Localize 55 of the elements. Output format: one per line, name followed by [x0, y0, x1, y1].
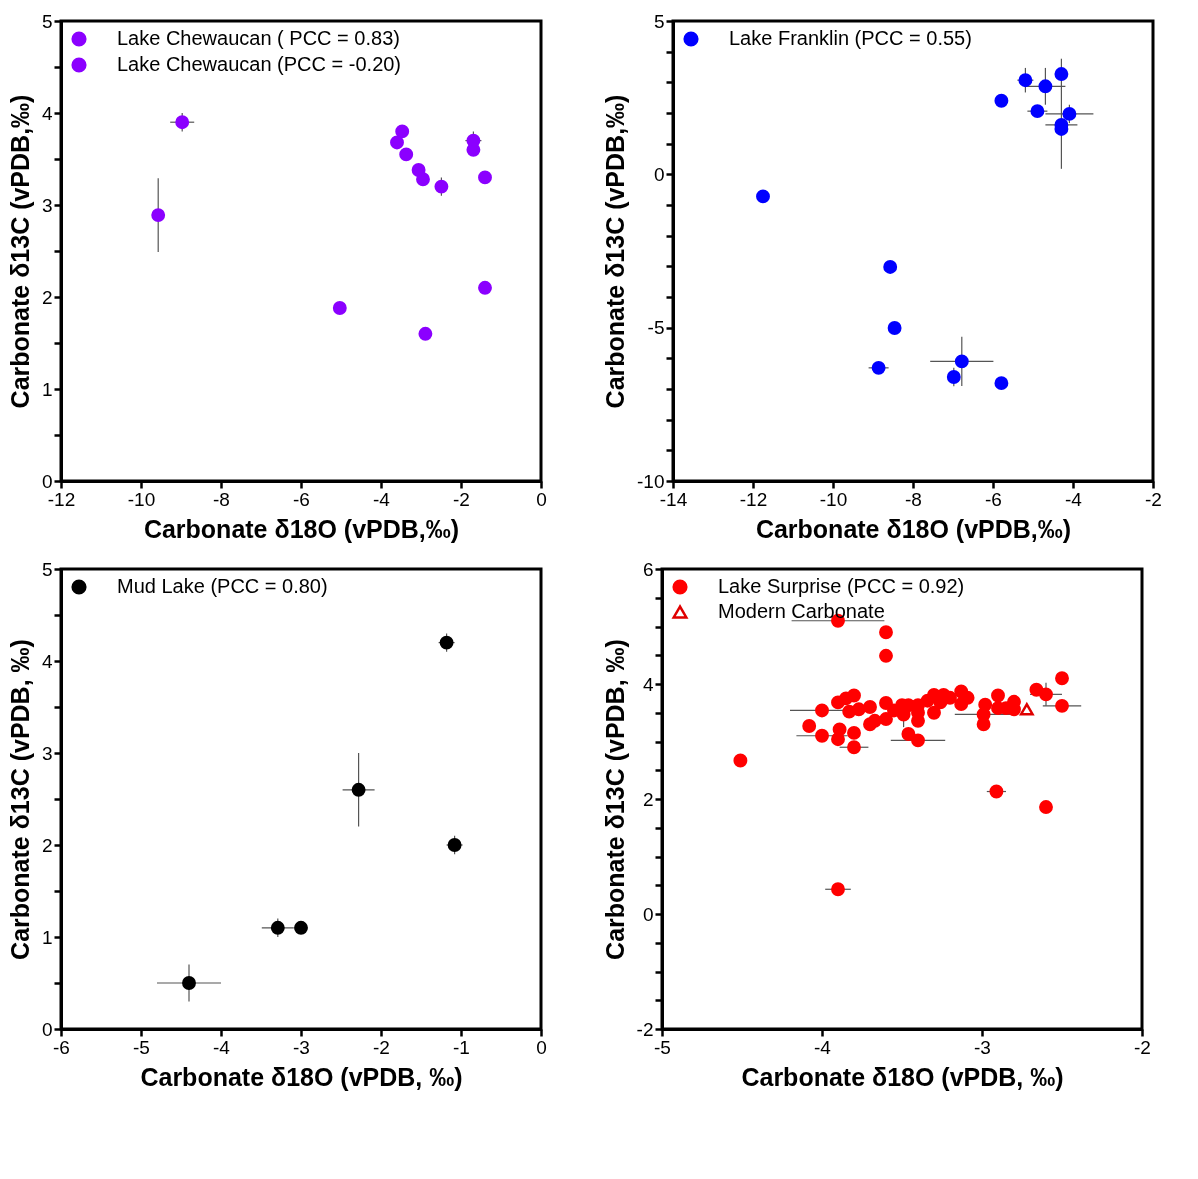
x-tick-label: -8: [905, 488, 922, 510]
y-tick-label: 4: [41, 650, 53, 672]
y-tick-label: 0: [653, 163, 665, 185]
y-tick-label: 0: [41, 1018, 53, 1040]
x-tick-label: -5: [133, 1036, 150, 1058]
x-axis-title: Carbonate δ18O (vPDB, ‰): [140, 1062, 463, 1091]
y-tick-label: 1: [41, 378, 53, 400]
x-tick-label: -6: [985, 488, 1002, 510]
x-axis-title: Carbonate δ18O (vPDB, ‰): [741, 1062, 1064, 1091]
x-tick-label: 0: [536, 488, 547, 510]
y-tick-label: 2: [41, 834, 53, 856]
y-tick-label: -5: [647, 317, 665, 339]
legend-label: Lake Chewaucan ( PCC = 0.83): [117, 27, 400, 49]
y-tick-label: 5: [41, 10, 53, 32]
y-tick-label: 4: [642, 673, 654, 695]
y-tick-label: 0: [642, 903, 654, 925]
y-tick-label: 1: [41, 926, 53, 948]
x-tick-label: -2: [453, 488, 470, 510]
x-tick-label: -2: [1145, 488, 1162, 510]
x-axis-title: Carbonate δ18O (vPDB,‰): [755, 514, 1072, 543]
x-tick-label: -6: [293, 488, 310, 510]
y-axis-title: Carbonate δ13C (vPDB, ‰): [600, 639, 629, 960]
x-tick-label: -8: [213, 488, 230, 510]
x-tick-label: -10: [819, 488, 848, 510]
legend-label: Mud Lake (PCC = 0.80): [117, 575, 328, 597]
y-tick-label: 3: [41, 194, 53, 216]
x-tick-label: -4: [373, 488, 391, 510]
y-tick-label: 3: [41, 742, 53, 764]
y-tick-label: 2: [642, 788, 654, 810]
x-tick-label: -4: [1065, 488, 1083, 510]
legend-label: Lake Surprise (PCC = 0.92): [718, 575, 965, 597]
y-tick-label: 5: [653, 10, 665, 32]
legend-label: Lake Franklin (PCC = 0.55): [729, 27, 972, 49]
x-tick-label: -2: [373, 1036, 390, 1058]
x-tick-label: -4: [213, 1036, 231, 1058]
x-tick-label: -1: [453, 1036, 470, 1058]
x-tick-label: -3: [974, 1036, 991, 1058]
y-tick-label: -2: [636, 1018, 654, 1040]
x-tick-label: -4: [814, 1036, 832, 1058]
x-tick-label: -12: [739, 488, 768, 510]
x-tick-label: -3: [293, 1036, 310, 1058]
x-tick-label: -6: [53, 1036, 70, 1058]
x-tick-label: -2: [1134, 1036, 1151, 1058]
x-tick-label: 0: [536, 1036, 547, 1058]
y-axis-title: Carbonate δ13C (vPDB, ‰): [5, 639, 34, 960]
y-tick-label: 2: [41, 286, 53, 308]
legend-label: Modern Carbonate: [718, 600, 885, 622]
x-axis-title: Carbonate δ18O (vPDB,‰): [143, 514, 460, 543]
y-tick-label: 6: [642, 558, 654, 580]
y-tick-label: 5: [41, 558, 53, 580]
y-axis-title: Carbonate δ13C (vPDB,‰): [5, 94, 34, 409]
y-tick-label: 4: [41, 102, 53, 124]
y-axis-title: Carbonate δ13C (vPDB,‰): [601, 94, 630, 409]
legend-label: Lake Chewaucan (PCC = -0.20): [117, 53, 402, 75]
x-tick-label: -10: [127, 488, 156, 510]
